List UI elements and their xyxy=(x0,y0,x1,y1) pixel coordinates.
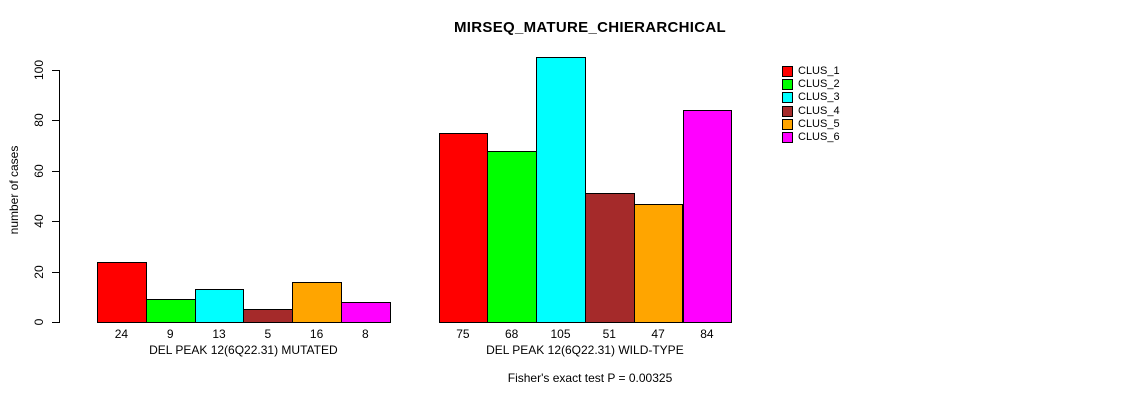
y-tick-mark xyxy=(52,322,59,323)
legend-label-clus_5: CLUS_5 xyxy=(798,117,840,130)
bar-clus_1-group2 xyxy=(438,133,489,323)
bar-value-label: 16 xyxy=(309,327,324,341)
bar-clus_4-group2 xyxy=(584,193,635,323)
bar-value-label: 8 xyxy=(362,327,369,341)
bar-clus_4-group1 xyxy=(243,309,294,323)
legend-label-clus_6: CLUS_6 xyxy=(798,131,840,143)
bar-clus_6-group2 xyxy=(682,110,733,323)
y-tick-mark xyxy=(52,70,59,71)
y-tick-label: 0 xyxy=(32,318,46,326)
legend-label-clus_1: CLUS_1 xyxy=(798,65,840,77)
bar-clus_1-group1 xyxy=(97,261,147,323)
bar-value-label: 75 xyxy=(456,327,470,341)
bar-clus_2-group1 xyxy=(145,299,196,323)
bar-clus_3-group1 xyxy=(194,289,245,323)
y-axis-label: number of cases xyxy=(7,145,21,235)
bar-value-label: 5 xyxy=(264,327,272,341)
y-tick-label: 20 xyxy=(32,264,46,279)
bar-value-label: 68 xyxy=(505,327,519,341)
y-tick-mark xyxy=(52,170,59,172)
y-tick-mark xyxy=(52,271,59,273)
legend-swatch-clus_4 xyxy=(782,105,793,117)
bar-clus_5-group1 xyxy=(292,281,342,323)
legend-label-clus_2: CLUS_2 xyxy=(798,78,840,91)
bar-value-label: 13 xyxy=(212,327,226,341)
bar-value-label: 24 xyxy=(114,327,129,341)
y-axis-line xyxy=(59,70,60,323)
legend-label-clus_4: CLUS_4 xyxy=(798,104,840,117)
bar-value-label: 47 xyxy=(651,327,665,341)
y-tick-mark xyxy=(52,221,59,223)
y-tick-mark xyxy=(52,120,59,122)
bar-clus_5-group2 xyxy=(633,203,684,323)
legend-swatch-clus_6 xyxy=(782,132,793,143)
y-tick-label: 60 xyxy=(32,164,46,178)
group-label: DEL PEAK 12(6Q22.31) MUTATED xyxy=(149,343,338,357)
legend-swatch-clus_3 xyxy=(782,92,793,104)
bar-value-label: 9 xyxy=(166,327,174,341)
legend-swatch-clus_2 xyxy=(782,79,793,91)
bar-value-label: 51 xyxy=(602,327,616,341)
legend-label-clus_3: CLUS_3 xyxy=(798,91,840,104)
bar-clus_2-group2 xyxy=(487,150,538,323)
legend-swatch-clus_1 xyxy=(782,66,793,77)
footnote-text: Fisher's exact test P = 0.00325 xyxy=(507,371,673,385)
y-tick-label: 100 xyxy=(32,59,46,81)
group-label: DEL PEAK 12(6Q22.31) WILD-TYPE xyxy=(486,343,684,357)
bar-clus_3-group2 xyxy=(536,57,586,323)
y-tick-label: 40 xyxy=(32,214,46,228)
bar-value-label: 105 xyxy=(550,327,571,341)
y-tick-label: 80 xyxy=(32,113,46,128)
bar-clus_6-group1 xyxy=(341,301,391,323)
bar-value-label: 84 xyxy=(700,327,714,341)
legend-swatch-clus_5 xyxy=(782,118,793,130)
chart-title: MIRSEQ_MATURE_CHIERARCHICAL xyxy=(454,19,726,36)
